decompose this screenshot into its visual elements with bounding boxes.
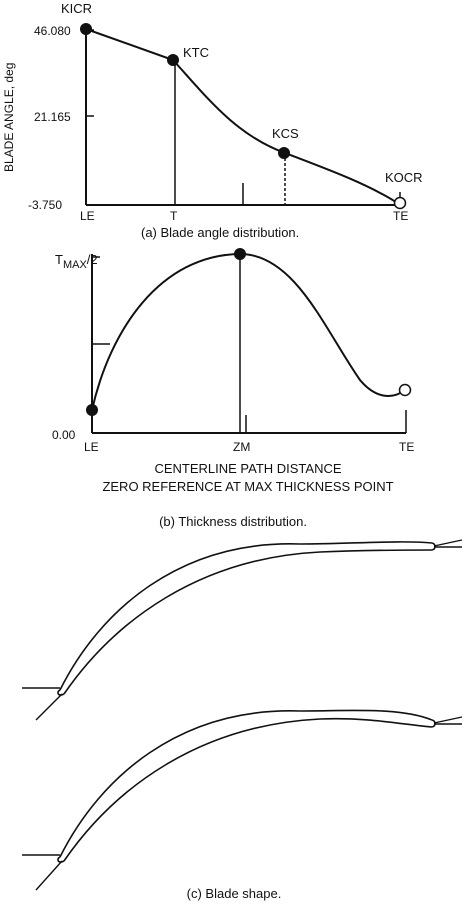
x-axis-label-line2: ZERO REFERENCE AT MAX THICKNESS POINT <box>102 479 393 494</box>
point-le-b <box>86 404 98 416</box>
point-zm-b <box>234 248 246 260</box>
blade-lower-exit-angle <box>433 716 463 724</box>
y-zero-label: 0.00 <box>52 428 76 442</box>
y-tick-label-46080: 46.080 <box>34 24 71 38</box>
x-tick-zm-b: ZM <box>233 440 250 454</box>
caption-b: (b) Thickness distribution. <box>159 514 307 529</box>
blade-lower-inlet-angle <box>35 860 63 891</box>
blade-lower-leading-edge <box>57 856 65 863</box>
label-kicr: KICR <box>61 1 92 16</box>
panel-c-blade-shape: (c) Blade shape. <box>22 539 463 901</box>
x-axis-label-line1: CENTERLINE PATH DISTANCE <box>154 461 341 476</box>
x-tick-te-a: TE <box>393 209 408 223</box>
panel-a-blade-angle: BLADE ANGLE, deg 46.080 21.165 -3.750 KI… <box>2 1 423 240</box>
blade-upper-pressure-side <box>63 549 433 695</box>
point-kocr <box>393 196 407 210</box>
blade-angle-curve <box>85 28 400 205</box>
y-top-label-main: T <box>55 252 63 267</box>
point-te-b <box>398 383 412 397</box>
blade-lower-suction-side <box>59 709 433 858</box>
blade-upper <box>22 539 463 721</box>
y-tick-label-21165: 21.165 <box>34 110 71 124</box>
panel-b-thickness: TMAX/2 0.00 LE ZM TE CENTERLINE PATH DIS… <box>52 248 414 529</box>
blade-upper-suction-side <box>59 541 433 691</box>
thickness-curve <box>91 252 406 411</box>
y-tick-label-neg3750: -3.750 <box>28 198 62 212</box>
x-tick-le-b: LE <box>84 440 99 454</box>
x-tick-t-a: T <box>170 209 178 223</box>
blade-lower <box>22 709 463 891</box>
y-axis-label-blade-angle: BLADE ANGLE, deg <box>2 63 16 172</box>
caption-a: (a) Blade angle distribution. <box>141 225 299 240</box>
point-kcs <box>278 147 290 159</box>
label-ktc: KTC <box>183 45 209 60</box>
y-top-label-sub: MAX <box>63 259 88 271</box>
x-tick-le-a: LE <box>80 209 95 223</box>
point-kicr <box>80 23 92 35</box>
blade-upper-leading-edge <box>57 689 65 696</box>
blade-upper-exit-angle <box>433 539 463 547</box>
blade-upper-inlet-angle <box>35 693 63 721</box>
blade-lower-pressure-side <box>63 717 433 862</box>
label-kocr: KOCR <box>385 170 423 185</box>
x-tick-te-b: TE <box>399 440 414 454</box>
point-ktc <box>167 54 179 66</box>
label-kcs: KCS <box>272 126 299 141</box>
caption-c: (c) Blade shape. <box>187 886 282 901</box>
